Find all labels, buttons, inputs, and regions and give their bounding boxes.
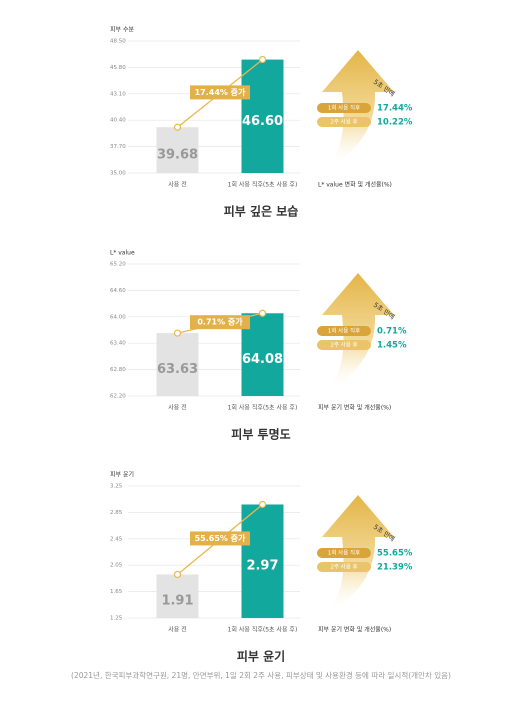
legend-value: 0.71%	[377, 327, 407, 337]
point-marker	[258, 55, 267, 64]
annotation: 55.65% 증가	[195, 533, 246, 543]
bar-value-label: 39.68	[157, 148, 198, 163]
x-tick-label: 1회 사용 직후(5초 사용 후)	[228, 181, 298, 189]
annotation: 17.44% 증가	[195, 87, 246, 97]
footnote: (2021년, 한국피부과학연구원, 21명, 안면부위, 1일 2회 2주 사…	[71, 670, 451, 680]
legend-label: 2주 사용 후	[330, 563, 357, 571]
point-marker	[258, 500, 267, 509]
panel-title: 피부 깊은 보습	[224, 204, 299, 219]
point-marker	[173, 329, 182, 337]
legend-box	[317, 548, 371, 558]
bar	[241, 504, 284, 618]
y-tick-label: 1.65	[110, 589, 123, 595]
bar-value-label: 64.08	[242, 352, 283, 367]
legend-box	[317, 117, 371, 127]
legend-value: 17.44%	[377, 104, 413, 114]
y-axis-label: L* value	[110, 250, 135, 257]
legend-label: 2주 사용 후	[330, 118, 357, 126]
y-tick-label: 62.20	[110, 394, 126, 400]
legend-box	[317, 103, 371, 113]
legend-label: 1회 사용 직후	[328, 549, 360, 557]
y-tick-label: 2.85	[110, 510, 123, 516]
legend-label: 1회 사용 직후	[328, 104, 360, 112]
bar-value-label: 46.60	[242, 114, 283, 129]
y-tick-label: 64.60	[110, 288, 126, 294]
caption: L* value 변화 및 개선율(%)	[318, 181, 392, 189]
legend-value: 55.65%	[377, 549, 413, 559]
legend-box	[317, 326, 371, 336]
y-tick-label: 2.45	[110, 536, 123, 542]
y-tick-label: 3.25	[110, 484, 123, 490]
bar	[156, 574, 199, 618]
annotation-box	[190, 85, 250, 100]
legend-value: 21.39%	[377, 563, 413, 573]
legend-value: 10.22%	[377, 118, 413, 128]
x-tick-label: 1회 사용 직후(5초 사용 후)	[228, 626, 298, 634]
point-marker	[173, 123, 182, 131]
legend-box	[317, 340, 371, 350]
legend-label: 2주 사용 후	[330, 341, 357, 349]
bar	[156, 333, 199, 396]
panel-title: 피부 윤기	[237, 649, 285, 664]
point-marker	[173, 570, 182, 579]
y-tick-label: 62.80	[110, 367, 126, 373]
y-tick-label: 45.80	[110, 65, 126, 71]
bar-value-label: 1.91	[161, 594, 193, 609]
point-marker	[258, 309, 267, 317]
bar	[241, 59, 284, 174]
y-tick-label: 1.25	[110, 616, 123, 622]
x-tick-label: 1회 사용 직후(5초 사용 후)	[228, 404, 298, 412]
caption: 피부 윤기 변화 및 개선율(%)	[318, 626, 391, 634]
y-tick-label: 65.20	[110, 262, 126, 268]
y-tick-label: 43.10	[110, 91, 126, 97]
y-tick-label: 40.40	[110, 118, 126, 124]
legend-box	[317, 562, 371, 572]
bar	[156, 127, 199, 173]
y-tick-label: 35.00	[110, 171, 126, 177]
bar-value-label: 2.97	[246, 559, 278, 574]
y-axis-label: 피부 윤기	[110, 471, 134, 479]
annotation-box	[190, 531, 250, 546]
annotation-box	[190, 315, 250, 330]
y-tick-label: 48.50	[110, 39, 126, 45]
annotation: 0.71% 증가	[197, 317, 243, 327]
y-axis-label: 피부 수분	[110, 26, 134, 34]
y-tick-label: 37.70	[110, 144, 126, 150]
y-tick-label: 63.40	[110, 341, 126, 347]
x-tick-label: 사용 전	[168, 181, 186, 189]
x-tick-label: 사용 전	[168, 626, 186, 634]
y-tick-label: 64.00	[110, 314, 126, 320]
bar-value-label: 63.63	[157, 362, 198, 377]
legend-label: 1회 사용 직후	[328, 327, 360, 335]
x-tick-label: 사용 전	[168, 404, 186, 412]
y-tick-label: 2.05	[110, 563, 123, 569]
panel-title: 피부 투명도	[231, 427, 290, 442]
caption: 피부 윤기 변화 및 개선율(%)	[318, 404, 391, 412]
legend-value: 1.45%	[377, 341, 407, 351]
